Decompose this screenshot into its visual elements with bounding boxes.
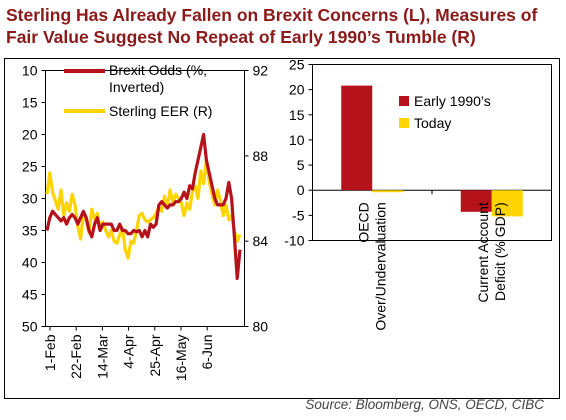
right-y-tick-label: 88: [253, 148, 269, 164]
bar-legend-label: Today: [414, 115, 451, 131]
bar-y-tick-label: 25: [289, 57, 305, 73]
bar-y-tick-label: -5: [292, 207, 305, 223]
bar-y-tick-label: 20: [289, 82, 305, 98]
bar-series: [341, 85, 523, 217]
left-y-tick-label: 40: [22, 255, 38, 271]
bar-category-label: Current Account: [475, 202, 491, 302]
legend-label-brexit-odds-line2: Inverted): [109, 79, 164, 95]
x-tick-label: 1-Feb: [42, 334, 58, 371]
x-axis: 1-Feb 22-Feb 14-Mar 4-Apr 25-Apr 16-May 6-Jun: [42, 326, 215, 382]
left-y-tick-label: 25: [22, 159, 38, 175]
x-tick-label: 14-Mar: [94, 334, 110, 379]
bar-category-labels: OECD Over/Undervaluation Current Account De…: [355, 202, 508, 331]
bar-y-tick-label: 10: [289, 132, 305, 148]
chart-frame: [4, 58, 560, 399]
x-tick-label: 6-Jun: [199, 335, 215, 370]
legend-label-brexit-odds-line1: Brexit Odds (%,: [109, 62, 207, 78]
bar-category-label: OECD: [355, 202, 371, 242]
bar-legend: Early 1990’s Today: [399, 93, 491, 131]
line-legend: Brexit Odds (%, Inverted) Sterling EER (…: [64, 62, 212, 119]
x-tick-label: 4-Apr: [121, 334, 137, 369]
bar: [460, 190, 492, 212]
chart-title-line-2: Fair Value Suggest No Repeat of Early 19…: [6, 27, 476, 47]
left-y-tick-label: 20: [22, 127, 38, 143]
x-tick-label: 25-Apr: [147, 334, 163, 376]
legend-label-sterling-eer: Sterling EER (R): [109, 103, 212, 119]
chart-title: Sterling Has Already Fallen on Brexit Co…: [6, 4, 562, 48]
bar-category-label: Deficit (% GDP): [492, 202, 508, 301]
source-note: Source: Bloomberg, ONS, OECD, CIBC: [305, 397, 544, 412]
bar: [372, 190, 404, 193]
bar-y-axis: 25 20 15 10 5 0 -5 -10: [284, 57, 552, 249]
bar-y-tick-label: -10: [284, 233, 304, 249]
bar-category-label: Over/Undervaluation: [372, 202, 388, 330]
left-y-tick-label: 35: [22, 223, 38, 239]
right-y-tick-label: 84: [253, 233, 269, 249]
chart-title-line-1: Sterling Has Already Fallen on Brexit Co…: [6, 5, 538, 25]
x-tick-label: 22-Feb: [68, 334, 84, 379]
bar-legend-swatch: [399, 118, 409, 128]
left-y-tick-label: 45: [22, 287, 38, 303]
bar: [491, 190, 523, 217]
left-y-tick-label: 50: [22, 319, 38, 335]
bar-legend-swatch: [399, 96, 409, 106]
bar: [341, 85, 373, 191]
bar-y-tick-label: 15: [289, 107, 305, 123]
series-lines: [45, 132, 242, 281]
right-y-tick-label: 80: [253, 319, 269, 335]
right-y-tick-label: 92: [253, 63, 269, 79]
right-panel: 25 20 15 10 5 0 -5 -10 OECD Over/Undervaluation C…: [284, 57, 552, 331]
bar-y-tick-label: 0: [297, 182, 305, 198]
bar-y-tick-label: 5: [297, 157, 305, 173]
left-y-tick-label: 15: [22, 95, 38, 111]
x-tick-label: 16-May: [173, 335, 189, 382]
right-y-axis: 80 84 88 92: [244, 63, 269, 335]
left-y-axis: 10 15 20 25 30 35 40 45 50: [22, 63, 46, 335]
series-line-brexit-odds: [45, 132, 242, 281]
left-y-tick-label: 10: [22, 63, 38, 79]
bar-legend-label: Early 1990’s: [414, 93, 491, 109]
left-y-tick-label: 30: [22, 191, 38, 207]
bar-plot-area: [312, 64, 552, 241]
